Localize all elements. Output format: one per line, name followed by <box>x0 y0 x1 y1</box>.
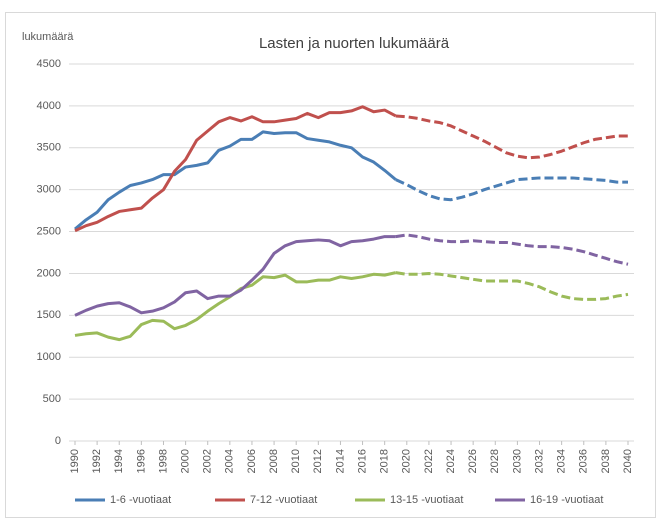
x-tick-label: 2012 <box>312 449 324 473</box>
x-tick-label: 2028 <box>489 449 501 473</box>
x-tick-label: 2008 <box>268 449 280 473</box>
series-line <box>74 235 396 317</box>
legend-label: 16-19 -vuotiaat <box>530 494 603 506</box>
x-tick-label: 1994 <box>113 449 125 473</box>
x-tick-label: 2026 <box>467 449 479 473</box>
x-tick-label: 2022 <box>423 449 435 473</box>
x-tick-label: 2040 <box>622 449 634 473</box>
x-tick-label: 1996 <box>135 449 147 473</box>
y-tick-label: 0 <box>55 435 61 447</box>
x-tick-label: 1992 <box>91 449 103 473</box>
y-tick-label: 4500 <box>37 58 61 70</box>
y-tick-label: 1000 <box>37 351 61 363</box>
x-tick-label: 2024 <box>445 449 457 473</box>
y-tick-label: 500 <box>43 393 61 405</box>
x-tick-label: 2038 <box>600 449 612 473</box>
y-axis-label: lukumäärä <box>22 31 74 43</box>
x-tick-label: 2014 <box>334 449 346 473</box>
x-tick-label: 2006 <box>246 449 258 473</box>
x-tick-label: 1990 <box>69 449 81 473</box>
x-tick-label: 2010 <box>290 449 302 473</box>
x-tick-label: 2004 <box>224 449 236 473</box>
x-tick-label: 2034 <box>556 449 568 473</box>
legend-label: 1-6 -vuotiaat <box>110 494 171 506</box>
legend-label: 13-15 -vuotiaat <box>390 494 463 506</box>
x-tick-label: 2000 <box>180 449 192 473</box>
series-line-dashed <box>395 176 628 202</box>
x-tick-label: 2030 <box>511 449 523 473</box>
series-line-dashed <box>395 114 628 160</box>
chart-title: Lasten ja nuorten lukumäärä <box>259 35 450 52</box>
x-tick-label: 1998 <box>157 449 169 473</box>
y-tick-label: 3500 <box>37 142 61 154</box>
series-line-dashed <box>395 271 629 301</box>
series-line <box>74 105 397 233</box>
x-tick-label: 2032 <box>533 449 545 473</box>
x-tick-label: 2018 <box>379 449 391 473</box>
legend-label: 7-12 -vuotiaat <box>250 494 317 506</box>
series-line <box>74 130 397 231</box>
x-tick-label: 2036 <box>578 449 590 473</box>
y-tick-label: 3000 <box>37 184 61 196</box>
x-tick-label: 2020 <box>401 449 413 473</box>
y-tick-label: 4000 <box>37 100 61 112</box>
y-tick-label: 1500 <box>37 309 61 321</box>
y-tick-label: 2000 <box>37 267 61 279</box>
x-tick-label: 2002 <box>202 449 214 473</box>
x-tick-label: 2016 <box>356 449 368 473</box>
chart-border <box>5 12 656 518</box>
y-tick-label: 2500 <box>37 225 61 237</box>
series-line-dashed <box>395 233 629 266</box>
